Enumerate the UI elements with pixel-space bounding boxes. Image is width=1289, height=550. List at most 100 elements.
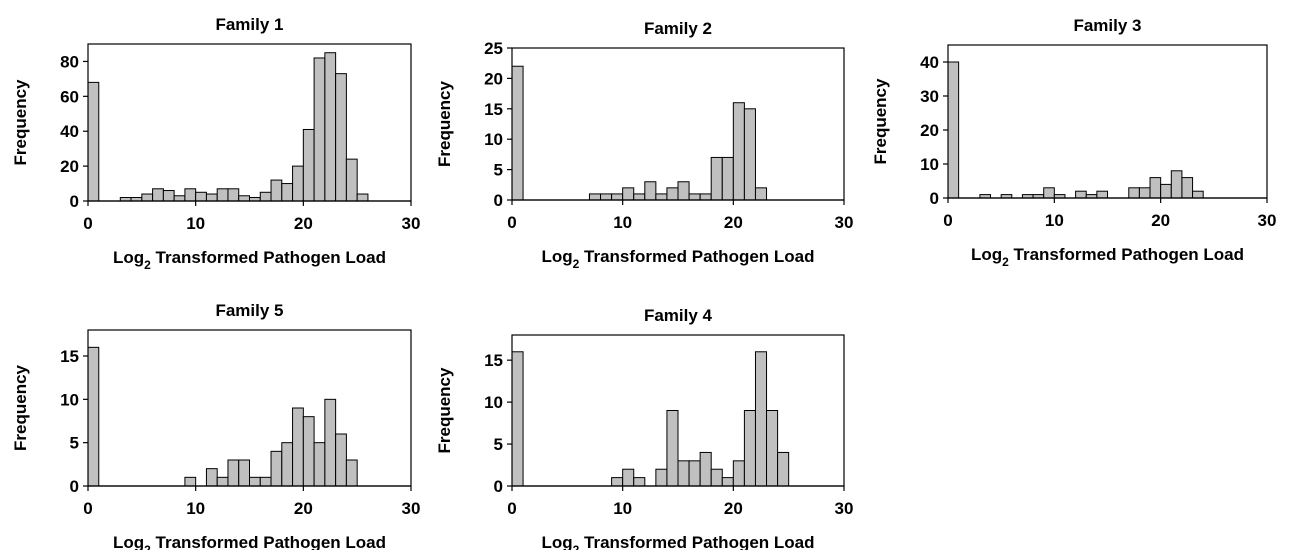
x-tick-label: 20	[724, 213, 743, 232]
plot-frame	[947, 44, 1268, 199]
y-tick-label: 25	[484, 39, 503, 58]
x-axis-label-subscript: 2	[1002, 255, 1009, 269]
histogram-bar	[216, 476, 229, 487]
x-tick-label: 10	[186, 499, 205, 518]
plot-frame	[511, 334, 845, 487]
chart-title: Family 1	[215, 15, 283, 34]
histogram-bar	[335, 433, 347, 487]
histogram-panel-1: 0 20 40 60 80 0 10 20 30 Family 1 Log2 Transformed…	[11, 15, 420, 272]
y-tick-label: 5	[494, 435, 503, 454]
x-tick-label: 20	[1151, 211, 1170, 230]
histogram-bar	[259, 476, 272, 487]
histogram-bar	[302, 416, 315, 487]
x-axis-label-rest: Transformed Pathogen Load	[579, 533, 814, 550]
histogram-bar	[777, 451, 790, 487]
x-tick-label: 30	[835, 499, 854, 518]
histogram-bar	[1170, 170, 1183, 199]
histogram-bar	[152, 188, 164, 202]
chart-title: Family 3	[1073, 16, 1141, 35]
histogram-bar	[292, 407, 304, 487]
histogram-bar	[1075, 190, 1087, 199]
x-axis-label-log: Log	[541, 247, 572, 266]
y-tick-label: 10	[60, 390, 79, 409]
histogram-bar	[511, 351, 524, 487]
histogram-bar	[1043, 187, 1055, 199]
x-tick-label: 0	[83, 214, 92, 233]
x-tick-label: 20	[724, 499, 743, 518]
plot-frame	[87, 43, 412, 202]
y-tick-label: 60	[60, 87, 79, 106]
histogram-bar	[710, 468, 723, 487]
x-tick-label: 0	[83, 499, 92, 518]
histogram-bar	[270, 179, 283, 202]
y-tick-label: 5	[70, 434, 79, 453]
histogram-bar	[1138, 187, 1151, 199]
x-axis-label-subscript: 2	[573, 257, 580, 271]
histogram-bar	[732, 102, 745, 201]
histogram-bar	[622, 187, 635, 201]
y-tick-label: 10	[920, 155, 939, 174]
histogram-panel-5: 0 5 10 15 0 10 20 30 Family 4 Log2 Transformed Pa…	[435, 306, 853, 550]
x-axis-label-subscript: 2	[144, 543, 151, 550]
y-tick-label: 20	[60, 157, 79, 176]
y-axis-label: Frequency	[11, 364, 30, 451]
histogram-bar	[184, 188, 197, 202]
y-axis-label: Frequency	[11, 79, 30, 166]
x-tick-label: 0	[943, 211, 952, 230]
x-axis-label-rest: Transformed Pathogen Load	[151, 248, 386, 267]
plot-frame	[87, 329, 412, 487]
y-tick-label: 0	[70, 477, 79, 496]
y-tick-label: 15	[484, 100, 503, 119]
y-tick-label: 0	[930, 189, 939, 208]
histogram-bar	[205, 468, 218, 487]
chart-title: Family 5	[215, 301, 283, 320]
x-axis-label: Log2 Transformed Pathogen Load	[113, 533, 386, 550]
histogram-bar	[195, 191, 207, 202]
histogram-bar	[710, 156, 723, 201]
histogram-bar	[259, 191, 272, 202]
histogram-bar	[699, 193, 712, 201]
x-tick-label: 10	[1045, 211, 1064, 230]
histogram-bar	[666, 187, 679, 201]
histogram-panel-2: 0 5 10 15 20 25 0 10 20 30 Family 2 Log2 Transforme…	[435, 19, 853, 271]
histogram-bar	[184, 476, 197, 487]
y-tick-label: 10	[484, 393, 503, 412]
x-axis-label-log: Log	[971, 245, 1002, 264]
histogram-bar	[655, 193, 668, 201]
y-tick-label: 0	[494, 477, 503, 496]
x-axis-label-log: Log	[113, 248, 144, 267]
y-tick-label: 0	[70, 192, 79, 211]
x-axis-label-rest: Transformed Pathogen Load	[579, 247, 814, 266]
x-tick-label: 30	[402, 214, 421, 233]
x-axis-label-subscript: 2	[573, 543, 580, 550]
histogram-bar	[600, 193, 613, 201]
histogram-bar	[743, 410, 756, 487]
y-tick-label: 15	[484, 351, 503, 370]
histogram-bar	[281, 442, 294, 487]
histogram-panel-3: 0 10 20 30 40 0 10 20 30 Family 3 Log2 Transformed…	[871, 16, 1276, 269]
histogram-bar	[699, 451, 712, 487]
x-axis-label: Log2 Transformed Pathogen Load	[113, 248, 386, 272]
x-axis-label-log: Log	[113, 533, 144, 550]
y-tick-label: 15	[60, 347, 79, 366]
histogram-bar	[227, 459, 240, 487]
histogram-bar	[688, 193, 701, 201]
histogram-bar	[162, 190, 175, 202]
histogram-bar	[721, 156, 734, 201]
histogram-bar	[313, 57, 326, 202]
x-axis-label-log: Log	[541, 533, 572, 550]
histogram-bar	[324, 52, 337, 202]
x-axis-label-rest: Transformed Pathogen Load	[1009, 245, 1244, 264]
y-tick-label: 20	[920, 121, 939, 140]
histogram-bar	[249, 476, 261, 487]
x-axis-label: Log2 Transformed Pathogen Load	[541, 247, 814, 271]
plot-frame	[511, 47, 845, 201]
histogram-bar	[356, 193, 369, 202]
x-tick-label: 20	[294, 214, 313, 233]
histogram-bar	[633, 193, 646, 201]
histogram-bar	[345, 158, 358, 202]
histogram-panel-4: 0 5 10 15 0 10 20 30 Family 5 Log2 Transformed Pa…	[11, 301, 420, 550]
histogram-bar	[1192, 190, 1204, 199]
histogram-bar	[743, 108, 756, 201]
